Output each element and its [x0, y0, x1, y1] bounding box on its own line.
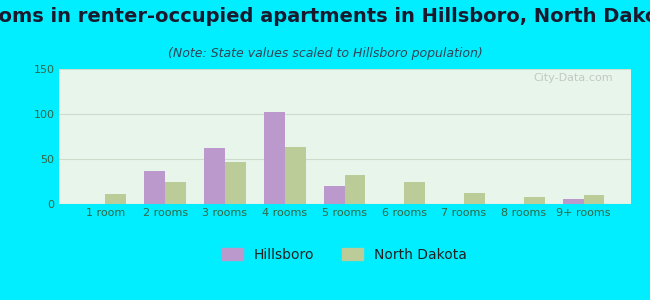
Bar	[404, 182, 425, 204]
Bar	[264, 112, 285, 204]
Bar	[225, 162, 246, 204]
Bar	[165, 182, 186, 204]
Bar	[105, 194, 126, 204]
Text: City-Data.com: City-Data.com	[534, 73, 614, 83]
Legend: Hillsboro, North Dakota: Hillsboro, North Dakota	[216, 242, 473, 267]
Bar	[204, 148, 225, 204]
Bar	[524, 197, 545, 204]
Bar	[344, 175, 365, 204]
Bar	[464, 193, 485, 204]
Bar	[324, 186, 344, 204]
Bar	[584, 195, 605, 204]
Text: Rooms in renter-occupied apartments in Hillsboro, North Dakota: Rooms in renter-occupied apartments in H…	[0, 8, 650, 26]
Text: (Note: State values scaled to Hillsboro population): (Note: State values scaled to Hillsboro …	[168, 46, 482, 59]
Bar	[563, 199, 584, 204]
Bar	[285, 147, 306, 204]
Bar	[144, 171, 165, 204]
